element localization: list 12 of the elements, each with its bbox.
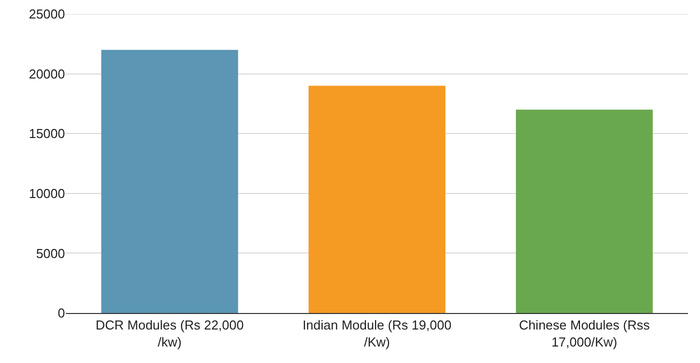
y-tick-label: 10000 — [28, 186, 65, 201]
x-tick-label: Chinese Modules (Rss 17,000/Kw) — [518, 318, 650, 350]
y-tick-label: 20000 — [28, 66, 65, 82]
y-tick-label: 0 — [58, 306, 65, 321]
x-tick-label: Indian Module (Rs 19,000 /Kw) — [302, 318, 452, 350]
bar — [516, 110, 653, 313]
y-tick-label: 15000 — [28, 126, 65, 142]
y-tick-label: 5000 — [36, 246, 65, 261]
bar — [101, 50, 238, 313]
y-tick-label: 25000 — [28, 6, 65, 22]
x-tick-label: DCR Modules (Rs 22,000 /kw) — [96, 318, 244, 350]
bar — [308, 86, 446, 313]
